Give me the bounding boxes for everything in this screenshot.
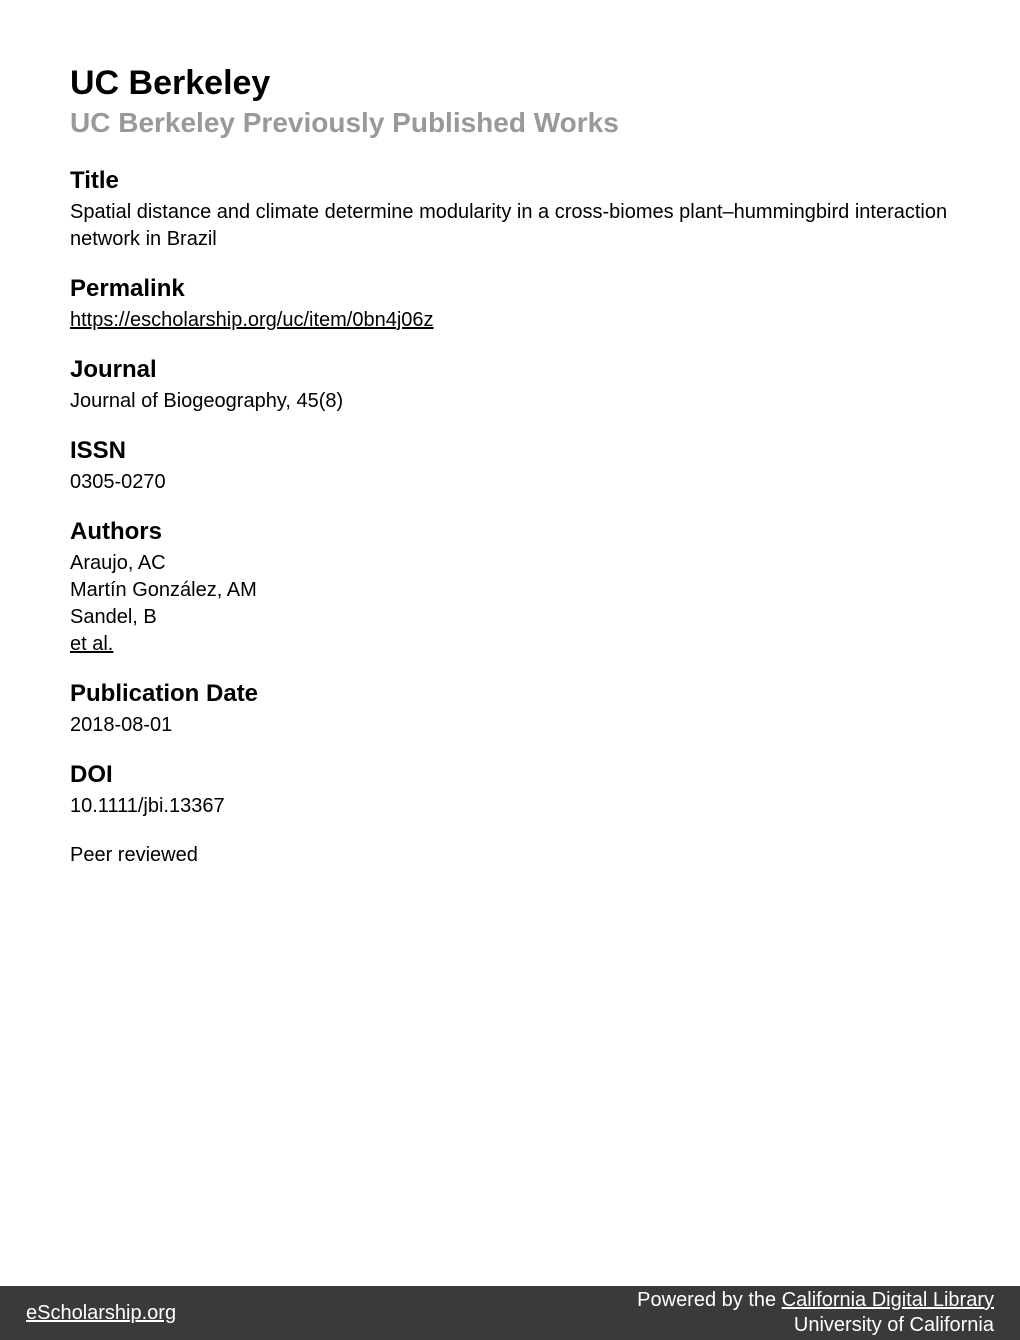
publication-date-section: Publication Date 2018-08-01 xyxy=(70,680,950,739)
author-name: Sandel, B xyxy=(70,604,950,631)
doi-section: DOI 10.1111/jbi.13367 xyxy=(70,761,950,820)
issn-text: 0305-0270 xyxy=(70,469,950,496)
author-name: Martín González, AM xyxy=(70,577,950,604)
title-section: Title Spatial distance and climate deter… xyxy=(70,167,950,253)
author-name: Araujo, AC xyxy=(70,550,950,577)
footer-powered-by: Powered by the xyxy=(637,1289,782,1311)
publication-date-heading: Publication Date xyxy=(70,680,950,708)
issn-heading: ISSN xyxy=(70,437,950,465)
institution-subtitle: UC Berkeley Previously Published Works xyxy=(70,107,950,139)
authors-section: Authors Araujo, AC Martín González, AM S… xyxy=(70,518,950,658)
permalink-heading: Permalink xyxy=(70,275,950,303)
authors-list: Araujo, AC Martín González, AM Sandel, B… xyxy=(70,550,950,658)
permalink-section: Permalink https://escholarship.org/uc/it… xyxy=(70,275,950,334)
permalink-link[interactable]: https://escholarship.org/uc/item/0bn4j06… xyxy=(70,309,434,331)
issn-section: ISSN 0305-0270 xyxy=(70,437,950,496)
journal-text: Journal of Biogeography, 45(8) xyxy=(70,388,950,415)
doi-heading: DOI xyxy=(70,761,950,789)
title-text: Spatial distance and climate determine m… xyxy=(70,199,950,253)
peer-reviewed-text: Peer reviewed xyxy=(70,842,950,869)
title-heading: Title xyxy=(70,167,950,195)
permalink-url: https://escholarship.org/uc/item/0bn4j06… xyxy=(70,307,950,334)
journal-heading: Journal xyxy=(70,356,950,384)
authors-etal[interactable]: et al. xyxy=(70,631,950,658)
footer-right: Powered by the California Digital Librar… xyxy=(637,1288,994,1338)
footer-cdl-link[interactable]: California Digital Library xyxy=(782,1289,994,1311)
footer-university: University of California xyxy=(794,1314,994,1336)
doi-text: 10.1111/jbi.13367 xyxy=(70,793,950,820)
footer: eScholarship.org Powered by the Californ… xyxy=(0,1286,1020,1340)
publication-date-text: 2018-08-01 xyxy=(70,712,950,739)
institution-title: UC Berkeley xyxy=(70,64,950,103)
footer-escholarship-link[interactable]: eScholarship.org xyxy=(26,1302,176,1325)
peer-reviewed-section: Peer reviewed xyxy=(70,842,950,869)
journal-section: Journal Journal of Biogeography, 45(8) xyxy=(70,356,950,415)
authors-heading: Authors xyxy=(70,518,950,546)
